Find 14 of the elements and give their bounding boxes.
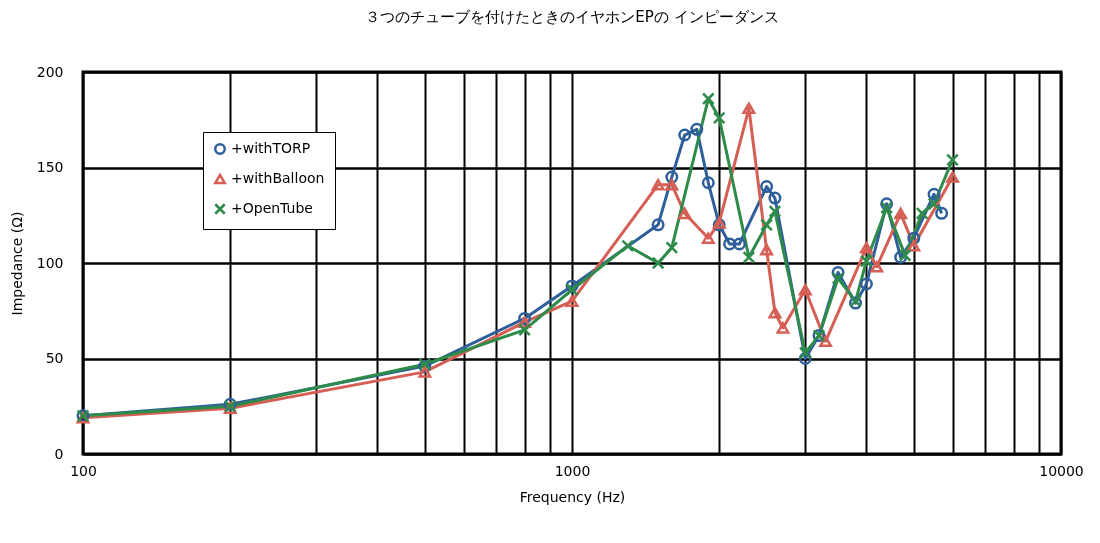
y-tick-label: 50: [45, 350, 64, 366]
y-tick-label: 150: [36, 159, 64, 175]
y-tick-label: 200: [36, 63, 64, 80]
chart-title: ３つのチューブを付けたときのイヤホンEPの インピーダンス: [365, 8, 779, 26]
y-axis-title: Impedance (Ω): [8, 211, 25, 316]
x-tick-label: 10000: [1039, 462, 1084, 479]
y-tick-label: 100: [36, 254, 64, 271]
x-axis-title: Frequency (Hz): [519, 488, 626, 505]
legend-label: +withBalloon: [231, 170, 325, 186]
legend-label: +withTORP: [231, 140, 311, 156]
legend-label: +OpenTube: [231, 200, 313, 216]
x-tick-label: 100: [70, 462, 97, 479]
x-tick-label: 1000: [554, 462, 591, 479]
y-tick-label: 0: [54, 445, 64, 462]
